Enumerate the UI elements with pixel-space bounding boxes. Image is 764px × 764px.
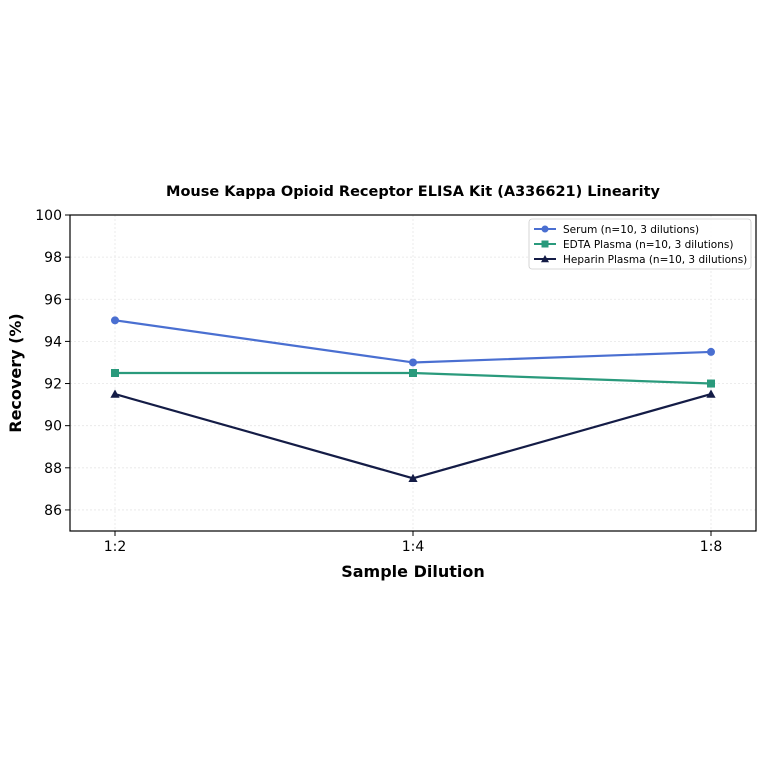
legend-item-heparin: Heparin Plasma (n=10, 3 dilutions) — [534, 254, 747, 266]
y-tick-label: 86 — [44, 503, 62, 519]
legend-swatch-marker — [541, 240, 549, 248]
legend-swatch-marker — [541, 225, 549, 233]
data-point-heparin — [408, 473, 418, 483]
data-point-edta — [111, 369, 119, 377]
y-tick-label: 100 — [35, 208, 62, 224]
series-serum — [111, 316, 715, 367]
legend-swatch-marker — [540, 254, 550, 263]
x-tick-label: 1:2 — [104, 539, 127, 555]
data-point-heparin — [110, 389, 120, 398]
y-tick-label: 90 — [44, 419, 62, 435]
data-point-edta — [409, 369, 417, 377]
data-point-edta — [707, 379, 715, 388]
x-tick-label: 1:4 — [402, 539, 425, 555]
series-layer — [110, 316, 716, 483]
y-axis: 86 88 90 92 94 96 98 100 — [35, 208, 70, 519]
x-tick-label: 1:8 — [700, 539, 723, 555]
y-tick-label: 88 — [44, 461, 62, 477]
legend-label: Heparin Plasma (n=10, 3 dilutions) — [563, 254, 747, 266]
data-point-serum — [707, 347, 715, 356]
x-axis: 1:2 1:4 1:8 — [104, 531, 723, 555]
series-edta — [111, 369, 715, 388]
legend-label: EDTA Plasma (n=10, 3 dilutions) — [563, 239, 733, 251]
legend-item-edta: EDTA Plasma (n=10, 3 dilutions) — [534, 239, 733, 251]
x-axis-label: Sample Dilution — [341, 562, 485, 581]
chart-title: Mouse Kappa Opioid Receptor ELISA Kit (A… — [166, 184, 660, 200]
data-point-serum — [409, 358, 417, 367]
y-axis-label: Recovery (%) — [6, 313, 25, 432]
data-point-heparin — [706, 389, 716, 398]
series-heparin — [110, 389, 716, 483]
legend-box — [528, 218, 752, 270]
y-tick-label: 92 — [44, 377, 62, 393]
data-point-serum — [111, 316, 119, 325]
legend-label: Serum (n=10, 3 dilutions) — [563, 224, 699, 236]
y-tick-label: 96 — [44, 292, 62, 308]
y-tick-label: 98 — [44, 250, 62, 266]
legend: Serum (n=10, 3 dilutions) EDTA Plasma (n=… — [528, 218, 752, 270]
legend-item-serum: Serum (n=10, 3 dilutions) — [534, 224, 699, 236]
y-tick-label: 94 — [44, 334, 62, 350]
